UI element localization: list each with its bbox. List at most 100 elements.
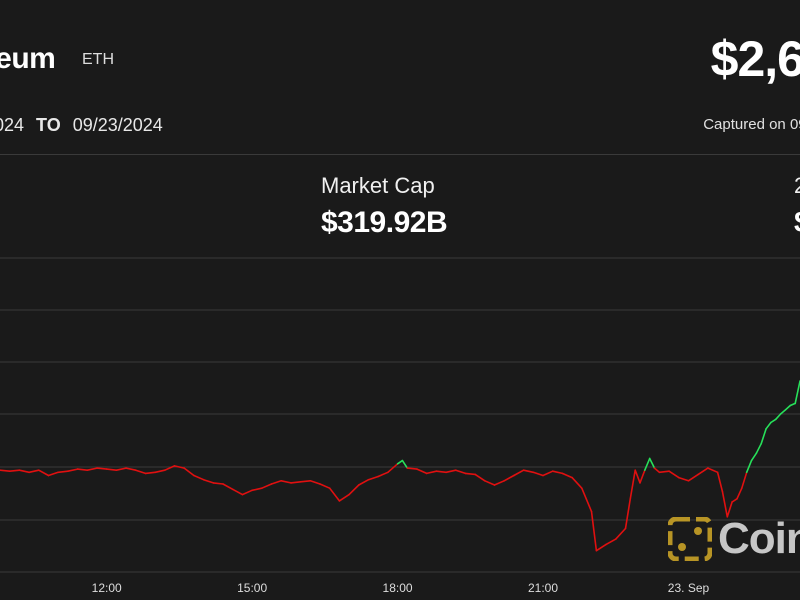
price-line-segment [590,510,598,552]
price-line-segment [629,469,637,500]
stat-value-clipped: $ [794,206,800,240]
price-line-segment [668,470,680,479]
price-line-segment [697,467,709,476]
price-line-segment [760,427,767,445]
price-line-segment [387,462,399,474]
price-line-segment [464,472,477,476]
price-line-segment [173,465,185,469]
price-line-segment [658,470,670,474]
x-tick-label: 12:00 [92,581,122,595]
price-line-segment [648,457,656,469]
price-line-segment [309,479,321,485]
captured-date: Captured on 09/23/2 [703,116,800,133]
price-line-segment [721,490,729,518]
price-line-segment [532,471,544,477]
price-line-segment [595,543,607,552]
price-line-segment [551,470,564,475]
stat-label-clipped: 2 [794,173,800,199]
price-line-segment [212,482,224,485]
price-line-segment [707,467,719,474]
price-line-segment [241,489,253,496]
price-line-segment [736,487,743,500]
price-line-segment [406,467,418,470]
price-line-segment [605,538,617,546]
price-line-segment [338,493,350,502]
price-line-segment [653,467,661,474]
price-line-segment [745,459,753,474]
price-line-segment [154,469,166,474]
x-tick-label: 18:00 [383,581,413,595]
price-line-segment [716,471,724,493]
price-line-segment [740,471,748,490]
price-line-segment [202,478,215,484]
price-line-segment [28,469,40,474]
price-line-segment [67,468,79,473]
price-line-segment [270,479,283,485]
price-line-segment [634,469,641,484]
price-line-segment [299,479,312,483]
date-range: 2024 TO 09/23/2024 [0,115,163,136]
price-line-segment [677,476,690,482]
price-line-segment [639,469,646,484]
header-divider [0,154,800,155]
price-line-segment [731,497,738,503]
price-line-segment [774,413,782,421]
price-line-segment [280,479,292,484]
price-line-segment [76,468,89,472]
price-line-segment [425,470,438,475]
price-line-segment [571,476,583,490]
price-line-segment [643,457,651,472]
price-line-segment [183,467,195,477]
price-line-segment [779,408,787,415]
price-line-segment [37,469,50,477]
price-line-segment [57,470,69,474]
price-line-segment [115,467,127,472]
watermark-text: Coin [718,514,800,563]
price-line-segment [503,474,515,482]
price-line-segment [328,487,341,502]
price-line-segment [755,442,763,455]
price-line-segment [483,479,496,486]
price-line-segment [86,467,98,472]
price-line-segment [561,472,573,479]
x-tick-label: 23. Sep [668,581,710,595]
price-line-segment [251,487,263,492]
price-line-segment [445,469,457,474]
price-line-segment [105,468,118,472]
market-cap-value: $319.92B [321,206,448,239]
price-line-segment [144,471,156,475]
price-line-segment [580,487,593,513]
price-line-segment [614,527,627,540]
market-cap-label: Market Cap [321,173,435,198]
price-line-segment [770,418,777,424]
price-line-segment [765,421,772,430]
price-line-segment [513,469,525,477]
price-line-segment [135,469,147,475]
price-line-segment [96,467,108,470]
price-line-segment [474,473,486,482]
date-to: 09/23/2024 [72,115,163,135]
price-line-segment [687,473,700,482]
price-line-segment [18,469,30,474]
price-line-segment [319,483,331,490]
price-line-segment [222,483,234,491]
coindesk-logo-icon [668,517,712,561]
price-line-segment [231,488,244,496]
x-tick-label: 15:00 [237,581,267,595]
coindesk-watermark: Coin [668,514,800,564]
price-line-segment [47,471,60,477]
date-from: 2024 [0,115,25,135]
price-line-segment [794,380,800,405]
price-line-segment [401,459,409,469]
price-line-segment [0,469,11,473]
price-line-segment [367,475,380,481]
price-line-segment [750,452,758,462]
price-line-segment [784,404,792,411]
current-price: $2,6 [710,31,800,87]
asset-ticker: ETH [82,51,114,68]
price-line-segment [377,471,389,478]
price-line-segment [522,469,535,474]
to-label: TO [36,115,61,135]
price-line-segment [125,467,137,472]
